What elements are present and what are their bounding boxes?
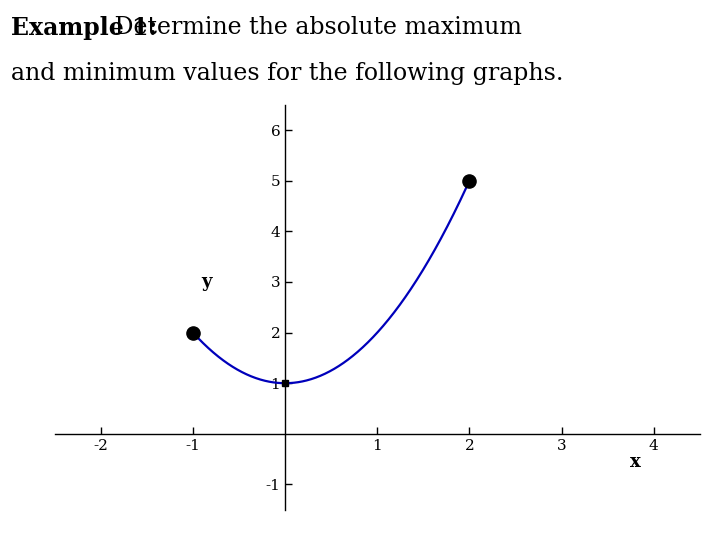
Point xyxy=(464,177,475,185)
Point xyxy=(187,328,199,337)
Text: Determine the absolute maximum: Determine the absolute maximum xyxy=(107,16,521,39)
Text: x: x xyxy=(630,453,641,471)
Text: Example 1:: Example 1: xyxy=(11,16,157,40)
Text: y: y xyxy=(202,273,212,291)
Text: and minimum values for the following graphs.: and minimum values for the following gra… xyxy=(11,62,563,85)
